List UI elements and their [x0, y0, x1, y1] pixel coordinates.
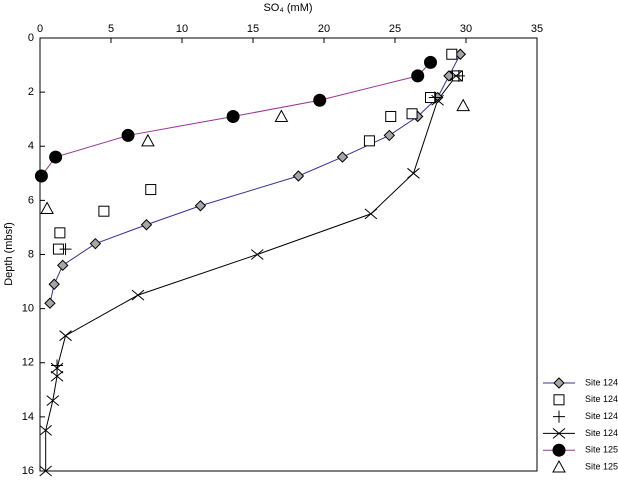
marker [48, 278, 60, 290]
marker [121, 128, 135, 142]
marker [44, 297, 56, 309]
marker [54, 227, 66, 239]
y-tick-label: 10 [22, 303, 34, 315]
x-tick-label: 35 [531, 23, 543, 35]
y-axis-label: Depth (mbsf) [3, 222, 15, 286]
marker [336, 151, 349, 163]
legend-label: Site 1247 [585, 428, 618, 438]
marker [446, 48, 458, 60]
marker [140, 219, 153, 231]
marker [46, 395, 60, 407]
x-tick-label: 20 [318, 23, 330, 35]
legend-label: Site 1251 [585, 445, 618, 455]
x-tick-label: 10 [176, 23, 188, 35]
legend-label: Site 1244 [585, 377, 618, 387]
marker [452, 69, 465, 82]
y-tick-label: 12 [22, 357, 34, 369]
legend-marker [553, 410, 565, 423]
marker [50, 370, 64, 382]
marker [385, 110, 397, 122]
legend-marker [552, 459, 566, 473]
x-tick-label: 25 [389, 23, 401, 35]
x-axis-label: SO₄ (mM) [263, 2, 312, 14]
marker [424, 55, 437, 69]
marker [431, 94, 444, 106]
x-tick-label: 5 [108, 23, 114, 35]
marker [407, 167, 420, 179]
marker [57, 259, 69, 272]
marker [49, 150, 63, 164]
legend-marker [553, 377, 565, 389]
legend-label: Site 1245 [585, 394, 618, 404]
marker [39, 465, 53, 477]
y-tick-label: 0 [28, 32, 34, 44]
marker [98, 205, 110, 217]
legend-marker [552, 443, 566, 457]
x-tick-label: 0 [37, 23, 43, 35]
marker [34, 169, 48, 183]
marker [411, 69, 425, 83]
marker [40, 201, 54, 214]
series-line [49, 54, 461, 304]
marker [363, 135, 375, 147]
marker [194, 200, 207, 212]
legend-label: Site 1246 [585, 411, 618, 421]
legend-marker [552, 428, 566, 439]
marker [274, 109, 289, 122]
legend-marker [553, 394, 565, 406]
marker [59, 330, 72, 342]
marker [292, 170, 305, 182]
marker [449, 70, 463, 82]
y-tick-label: 14 [22, 411, 34, 423]
marker [131, 289, 145, 301]
y-tick-label: 8 [28, 248, 34, 260]
marker [141, 133, 155, 147]
marker [50, 362, 64, 374]
y-tick-label: 2 [28, 86, 34, 98]
marker [364, 208, 378, 220]
marker [406, 108, 418, 120]
y-tick-label: 6 [28, 194, 34, 206]
marker [89, 237, 102, 250]
marker [51, 359, 64, 372]
marker [226, 109, 240, 123]
x-tick-label: 15 [247, 23, 259, 35]
marker [59, 243, 72, 256]
marker [313, 93, 327, 107]
y-tick-label: 16 [22, 465, 34, 477]
y-tick-label: 4 [28, 140, 34, 152]
marker [250, 249, 264, 260]
marker [39, 425, 53, 436]
legend-label: Site 1252 [585, 461, 618, 471]
marker [145, 184, 157, 196]
series-line [45, 75, 457, 471]
marker [383, 129, 396, 142]
x-tick-label: 30 [460, 23, 472, 35]
marker [456, 98, 471, 112]
